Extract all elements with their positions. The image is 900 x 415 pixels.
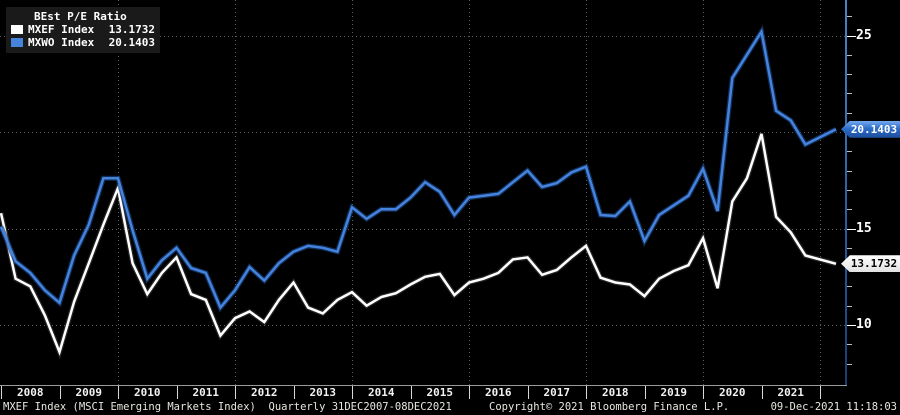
year-label: 2018 <box>602 386 629 399</box>
mxwo-color-swatch <box>11 38 23 47</box>
year-label: 2010 <box>134 386 161 399</box>
year-label: 2017 <box>543 386 571 399</box>
year-divider-tick <box>177 386 178 399</box>
year-divider-tick <box>60 386 61 399</box>
year-label: 2020 <box>719 386 746 399</box>
legend-series-value: 20.1403 <box>108 36 155 49</box>
x-axis-baseline <box>0 385 847 386</box>
legend: BEst P/E Ratio MXEF Index 13.1732 MXWO I… <box>6 7 160 53</box>
year-label: 2009 <box>75 386 103 399</box>
year-label: 2016 <box>485 386 512 399</box>
year-label: 2014 <box>368 386 395 399</box>
year-divider-tick <box>820 386 821 399</box>
mxwo-line <box>0 24 838 313</box>
footer-copyright: Copyright© 2021 Bloomberg Finance L.P. <box>489 401 730 413</box>
year-divider-tick <box>1 386 2 399</box>
year-divider-tick <box>469 386 470 399</box>
y-axis-ticks <box>847 16 856 365</box>
y-tick-label: 10 <box>856 317 872 332</box>
footer-datetime: 09-Dec-2021 11:18:03 <box>770 401 897 413</box>
mxwo-last-value-badge: 20.1403 <box>841 120 900 138</box>
year-label: 2013 <box>309 386 337 399</box>
year-divider-tick <box>294 386 295 399</box>
year-divider-tick <box>235 386 236 399</box>
year-label: 2011 <box>192 386 220 399</box>
year-label: 2012 <box>251 386 278 399</box>
footer-bar: MXEF Index (MSCI Emerging Markets Index)… <box>0 400 900 415</box>
year-divider-tick <box>118 386 119 399</box>
mxef-last-value-badge: 13.1732 <box>841 255 900 273</box>
y-tick-label: 25 <box>856 27 872 43</box>
year-divider-tick <box>762 386 763 399</box>
year-divider-tick <box>703 386 704 399</box>
year-divider-tick <box>352 386 353 399</box>
y-axis-line <box>845 0 847 386</box>
mxef-color-swatch <box>11 25 23 34</box>
legend-title: BEst P/E Ratio <box>34 10 127 23</box>
mxef-line <box>0 133 837 360</box>
year-divider-tick <box>645 386 646 399</box>
year-label: 2021 <box>777 386 805 399</box>
legend-series-name: MXEF Index <box>28 23 95 36</box>
legend-entry-mxef: MXEF Index 13.1732 <box>11 23 155 36</box>
year-divider-tick <box>528 386 529 399</box>
legend-series-value: 13.1732 <box>108 23 155 36</box>
year-label: 2008 <box>17 386 44 399</box>
gridlines <box>0 0 847 385</box>
legend-entry-mxwo: MXWO Index 20.1403 <box>11 36 155 49</box>
footer-source-text: MXEF Index (MSCI Emerging Markets Index)… <box>3 401 452 413</box>
year-divider-tick <box>411 386 412 399</box>
year-divider-tick <box>586 386 587 399</box>
year-label: 2019 <box>660 386 688 399</box>
legend-series-name: MXWO Index <box>28 36 95 49</box>
y-tick-label: 15 <box>856 220 872 236</box>
year-label: 2015 <box>426 386 454 399</box>
